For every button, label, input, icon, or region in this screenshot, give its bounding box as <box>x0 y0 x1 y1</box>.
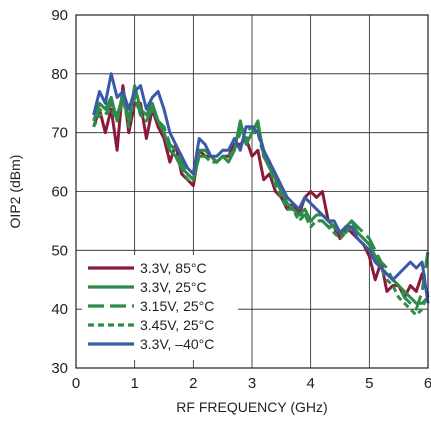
series-line-1 <box>92 84 430 299</box>
y-axis-ticks: 30 40 50 60 70 80 90 <box>51 7 68 377</box>
x-axis-ticks: 0 1 2 3 4 5 6 <box>72 375 431 392</box>
y-tick-label: 60 <box>51 184 68 201</box>
x-tick-label: 1 <box>130 375 138 392</box>
legend: 3.3V, 85°C 3.3V, 25°C 3.15V, 25°C 3.45V, 25… <box>82 255 238 360</box>
x-tick-label: 3 <box>248 375 256 392</box>
x-axis-title: RF FREQUENCY (GHz) <box>176 399 327 415</box>
y-tick-label: 80 <box>51 66 68 83</box>
legend-label: 3.3V, –40°C <box>140 336 214 352</box>
plot-frame <box>75 14 429 369</box>
x-tick-label: 0 <box>72 375 80 392</box>
x-tick-label: 2 <box>189 375 197 392</box>
legend-label: 3.3V, 85°C <box>140 260 207 276</box>
legend-label: 3.45V, 25°C <box>140 317 214 333</box>
legend-label: 3.15V, 25°C <box>140 298 214 314</box>
x-tick-label: 4 <box>306 375 314 392</box>
y-tick-label: 40 <box>51 301 68 318</box>
x-tick-label: 6 <box>424 375 431 392</box>
y-axis-title: OIP2 (dBm) <box>7 155 23 229</box>
y-tick-label: 50 <box>51 242 68 259</box>
series-line-5 <box>92 72 430 304</box>
legend-label: 3.3V, 25°C <box>140 279 207 295</box>
series-lines <box>92 72 430 317</box>
y-tick-label: 30 <box>51 360 68 377</box>
x-tick-label: 5 <box>365 375 373 392</box>
y-tick-label: 90 <box>51 7 68 24</box>
y-tick-label: 70 <box>51 125 68 142</box>
